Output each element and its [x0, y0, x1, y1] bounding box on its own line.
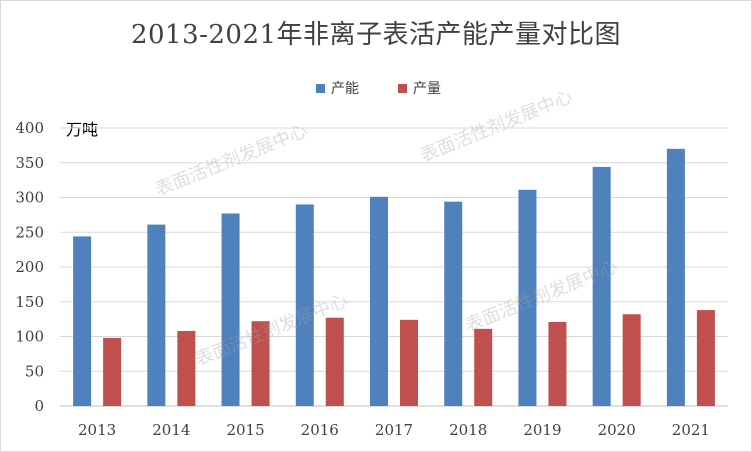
- bar-output: [325, 317, 344, 406]
- bar-capacity: [147, 224, 166, 406]
- x-tick-label: 2015: [226, 421, 264, 439]
- y-tick-label: 300: [15, 189, 44, 207]
- bar-output: [103, 337, 122, 406]
- bar-capacity: [518, 189, 537, 406]
- x-tick-label: 2021: [672, 421, 710, 439]
- bar-output: [696, 310, 715, 406]
- bar-output: [251, 321, 270, 406]
- y-tick-label: 150: [15, 293, 44, 311]
- x-tick-label: 2018: [449, 421, 487, 439]
- legend-swatch-output: [398, 83, 407, 93]
- bar-output: [622, 314, 641, 406]
- legend-label-output: 产量: [413, 81, 441, 97]
- legend-swatch-capacity: [316, 83, 325, 93]
- bar-capacity: [295, 204, 314, 406]
- bar-capacity: [73, 236, 92, 406]
- y-tick-label: 200: [15, 258, 44, 276]
- bar-output: [474, 328, 493, 406]
- legend-item-capacity: 产能: [316, 78, 359, 98]
- bar-output: [548, 321, 567, 406]
- legend-item-output: 产量: [398, 78, 441, 98]
- x-tick-label: 2013: [78, 421, 116, 439]
- y-tick-label: 50: [25, 362, 44, 380]
- bar-output: [400, 319, 418, 406]
- legend-label-capacity: 产能: [331, 81, 359, 97]
- y-tick-label: 250: [15, 223, 44, 241]
- y-tick-label: 100: [15, 328, 44, 346]
- y-tick-label: 350: [15, 154, 44, 172]
- x-tick-label: 2019: [523, 421, 561, 439]
- y-tick-label: 0: [34, 397, 44, 415]
- bar-capacity: [666, 148, 685, 406]
- bar-capacity: [221, 213, 240, 406]
- bar-capacity: [592, 166, 611, 406]
- bar-capacity: [444, 201, 463, 406]
- x-tick-label: 2016: [301, 421, 339, 439]
- bar-output: [177, 330, 196, 406]
- y-unit-label: 万吨: [66, 120, 99, 139]
- bar-capacity: [370, 196, 388, 406]
- y-tick-label: 400: [15, 119, 44, 137]
- x-tick-label: 2020: [598, 421, 636, 439]
- x-tick-label: 2014: [152, 421, 190, 439]
- chart-title: 2013-2021年非离子表活产能产量对比图: [130, 20, 622, 50]
- x-tick-label: 2017: [375, 421, 413, 439]
- chart-legend: 产能 产量: [0, 78, 752, 98]
